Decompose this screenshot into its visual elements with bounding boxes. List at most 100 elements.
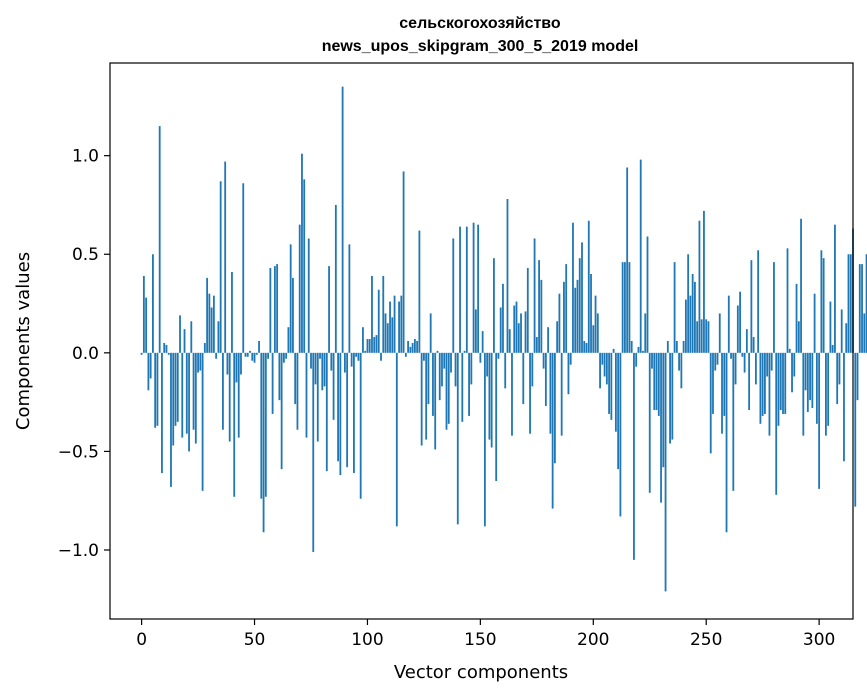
bar (813, 293, 816, 353)
bar (483, 352, 486, 527)
bar (698, 220, 701, 353)
bar (362, 327, 364, 353)
bar (538, 260, 540, 353)
bar (861, 264, 863, 353)
bar (718, 313, 721, 353)
bar (142, 275, 145, 353)
bar (452, 238, 455, 353)
bar (608, 352, 610, 414)
bar (666, 341, 669, 353)
bar (174, 352, 177, 426)
bar (511, 352, 513, 436)
bar (843, 352, 845, 462)
bar (456, 352, 459, 525)
bar (576, 279, 579, 353)
bar (743, 352, 746, 373)
bar (404, 352, 407, 357)
bar (587, 220, 590, 353)
bar (172, 352, 175, 446)
bar (673, 262, 676, 353)
bar (303, 179, 306, 353)
bar (240, 352, 242, 375)
bar (748, 352, 751, 411)
bar (700, 319, 703, 353)
bar (479, 352, 482, 363)
bar (321, 352, 324, 391)
bar (371, 275, 373, 353)
bar (716, 352, 719, 365)
bar (436, 350, 439, 353)
bar (292, 277, 294, 353)
bar (348, 244, 351, 353)
bar (605, 352, 608, 385)
bar (222, 352, 224, 430)
bar (373, 337, 376, 353)
bar (450, 352, 452, 373)
bar (563, 281, 565, 353)
bar (267, 352, 269, 359)
bar (578, 258, 581, 353)
bar (366, 339, 369, 353)
bar (264, 352, 267, 497)
bar (158, 126, 161, 353)
bar (544, 352, 547, 407)
bar (235, 352, 238, 383)
bar (253, 352, 256, 363)
y-axis-label: Components values (13, 252, 34, 430)
bar (635, 352, 638, 367)
bar (443, 352, 446, 369)
bar (757, 250, 760, 353)
bar (553, 352, 556, 464)
bar (682, 341, 685, 353)
bar (488, 352, 491, 440)
bar (217, 321, 220, 353)
bar (786, 248, 789, 353)
bar (294, 352, 297, 405)
bar (499, 307, 502, 353)
bar (664, 352, 667, 592)
bar (244, 352, 247, 357)
bar (165, 344, 168, 353)
bar (540, 279, 543, 353)
y-tick-label: 1.0 (72, 147, 99, 167)
bar (149, 352, 152, 379)
bar (386, 323, 389, 353)
bar (621, 262, 624, 353)
bar (260, 352, 263, 499)
bar (594, 295, 597, 353)
bar (183, 329, 186, 353)
bar (350, 352, 353, 367)
bar (343, 352, 346, 373)
bar (551, 352, 554, 509)
bar (459, 226, 461, 353)
bar (465, 226, 468, 353)
bar (181, 352, 184, 438)
bar (355, 352, 358, 357)
bar (732, 352, 735, 491)
bar (375, 335, 378, 353)
bar (745, 329, 748, 353)
bar (337, 352, 339, 462)
bar (194, 352, 197, 444)
bar (517, 323, 520, 353)
bar (524, 311, 527, 353)
bar (709, 352, 712, 454)
bar (712, 352, 714, 414)
bar (269, 268, 272, 353)
bar (800, 218, 802, 353)
bar (727, 295, 730, 353)
bar (454, 352, 457, 387)
x-tick-label: 50 (244, 630, 266, 650)
bar (684, 299, 687, 353)
x-tick-label: 0 (136, 630, 147, 650)
bar (497, 352, 500, 359)
bar (258, 341, 260, 353)
x-axis-label: Vector components (394, 662, 568, 683)
bar (739, 291, 741, 353)
bar (438, 352, 441, 401)
bar (628, 262, 631, 353)
bar (364, 350, 367, 353)
bar (140, 352, 143, 355)
bar (865, 254, 867, 353)
